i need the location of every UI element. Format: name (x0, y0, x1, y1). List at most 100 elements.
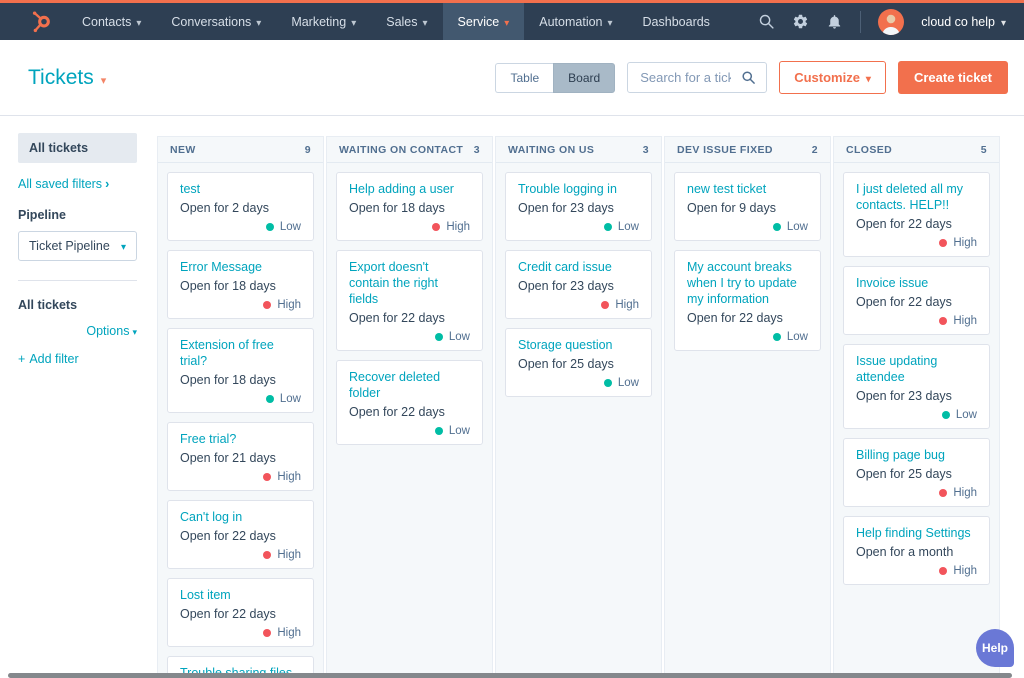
account-name: cloud co help (921, 14, 995, 29)
ticket-card[interactable]: Can't log in Open for 22 days High (167, 500, 314, 569)
chevron-down-icon (132, 324, 137, 338)
ticket-open-duration: Open for 22 days (687, 311, 783, 325)
ticket-search (627, 62, 768, 93)
ticket-title-link[interactable]: Billing page bug (856, 448, 945, 462)
ticket-title-link[interactable]: Help adding a user (349, 182, 454, 196)
ticket-title-link[interactable]: Recover deleted folder (349, 370, 441, 400)
ticket-search-input[interactable] (638, 69, 734, 86)
horizontal-scrollbar (0, 673, 1024, 678)
ticket-priority: Low (180, 391, 301, 406)
ticket-card[interactable]: Free trial? Open for 21 days High (167, 422, 314, 491)
ticket-card[interactable]: Issue updating attendee Open for 23 days L… (843, 344, 990, 429)
priority-dot (939, 316, 948, 325)
column-count: 3 (642, 144, 649, 156)
ticket-priority: High (180, 469, 301, 484)
ticket-card[interactable]: I just deleted all my contacts. HELP!! Op… (843, 172, 990, 257)
nav-item-automation[interactable]: Automation (524, 3, 627, 40)
ticket-card[interactable]: Error Message Open for 18 days High (167, 250, 314, 319)
column-count: 5 (980, 144, 987, 156)
ticket-priority: High (856, 563, 977, 578)
priority-label: High (446, 220, 470, 233)
ticket-card[interactable]: Invoice issue Open for 22 days High (843, 266, 990, 335)
ticket-title-link[interactable]: Invoice issue (856, 276, 929, 290)
ticket-priority: High (180, 297, 301, 312)
gear-icon[interactable] (792, 13, 809, 30)
table-view-button[interactable]: Table (495, 62, 554, 93)
ticket-card[interactable]: Storage question Open for 25 days Low (505, 328, 652, 397)
priority-label: High (953, 236, 977, 249)
ticket-card[interactable]: Export doesn't contain the right fields O… (336, 250, 483, 351)
ticket-title-link[interactable]: test (180, 182, 201, 196)
ticket-title-link[interactable]: Credit card issue (518, 260, 612, 274)
priority-dot (939, 566, 948, 575)
help-button[interactable]: Help (976, 629, 1014, 667)
search-icon[interactable] (758, 13, 775, 30)
ticket-title-link[interactable]: Lost item (180, 588, 231, 602)
board-view-button[interactable]: Board (553, 62, 616, 93)
ticket-card[interactable]: Lost item Open for 22 days High (167, 578, 314, 647)
ticket-card[interactable]: Trouble sharing filesOpen for 22 daysHig… (167, 656, 314, 677)
ticket-title-link[interactable]: My account breaks when I try to update m… (687, 260, 797, 306)
ticket-priority: Low (687, 219, 808, 234)
nav-item-dashboards[interactable]: Dashboards (628, 3, 725, 40)
ticket-priority: High (856, 313, 977, 328)
pipeline-select[interactable]: Ticket Pipeline (18, 231, 137, 261)
priority-dot (939, 238, 948, 247)
nav-item-contacts[interactable]: Contacts (67, 3, 156, 40)
options-menu[interactable]: Options (18, 324, 137, 338)
ticket-title-link[interactable]: Extension of free trial? (180, 338, 274, 368)
ticket-title-link[interactable]: Trouble sharing files (180, 666, 293, 677)
ticket-title-link[interactable]: Error Message (180, 260, 262, 274)
filter-group-label: All tickets (18, 298, 78, 312)
ticket-title-link[interactable]: I just deleted all my contacts. HELP!! (856, 182, 963, 212)
nav-item-service[interactable]: Service (442, 3, 525, 40)
ticket-card[interactable]: Billing page bug Open for 25 days High (843, 438, 990, 507)
priority-label: Low (786, 330, 808, 343)
avatar[interactable] (878, 8, 905, 35)
add-filter-link[interactable]: Add filter (18, 352, 137, 366)
priority-dot (432, 222, 441, 231)
customize-button[interactable]: Customize (779, 61, 886, 94)
page-title[interactable]: Tickets (28, 66, 106, 90)
column-header: WAITING ON CONTACT 3 (327, 137, 492, 163)
ticket-card[interactable]: Credit card issue Open for 23 days High (505, 250, 652, 319)
ticket-card[interactable]: Trouble logging in Open for 23 days Low (505, 172, 652, 241)
ticket-priority: High (180, 625, 301, 640)
ticket-card[interactable]: My account breaks when I try to update m… (674, 250, 821, 351)
ticket-card[interactable]: new test ticket Open for 9 days Low (674, 172, 821, 241)
account-menu[interactable]: cloud co help (921, 15, 1006, 29)
nav-item-label: Service (457, 14, 500, 29)
ticket-title-link[interactable]: Free trial? (180, 432, 237, 446)
page-title-text: Tickets (28, 65, 94, 89)
nav-item-conversations[interactable]: Conversations (156, 3, 276, 40)
nav-item-label: Marketing (291, 14, 347, 29)
ticket-open-duration: Open for 22 days (180, 529, 276, 543)
priority-label: High (953, 486, 977, 499)
ticket-title-link[interactable]: Help finding Settings (856, 526, 971, 540)
nav-item-marketing[interactable]: Marketing (276, 3, 371, 40)
priority-label: Low (617, 220, 639, 233)
priority-dot (941, 410, 950, 419)
nav-item-sales[interactable]: Sales (371, 3, 442, 40)
all-saved-filters-link[interactable]: All saved filters (18, 177, 137, 191)
ticket-card[interactable]: test Open for 2 days Low (167, 172, 314, 241)
sidebar-item-all-tickets[interactable]: All tickets (18, 133, 137, 163)
ticket-title-link[interactable]: Storage question (518, 338, 613, 352)
ticket-card[interactable]: Help finding Settings Open for a month Hig… (843, 516, 990, 585)
hubspot-logo-icon[interactable] (30, 10, 53, 34)
horizontal-scrollbar-thumb[interactable] (8, 673, 1012, 678)
ticket-title-link[interactable]: Can't log in (180, 510, 243, 524)
ticket-title-link[interactable]: Export doesn't contain the right fields (349, 260, 438, 306)
priority-dot (265, 222, 274, 231)
ticket-title-link[interactable]: Trouble logging in (518, 182, 617, 196)
ticket-title-link[interactable]: Issue updating attendee (856, 354, 938, 384)
ticket-card[interactable]: Recover deleted folder Open for 22 days Lo… (336, 360, 483, 445)
ticket-title-link[interactable]: new test ticket (687, 182, 767, 196)
search-icon[interactable] (741, 70, 756, 85)
create-ticket-button[interactable]: Create ticket (897, 61, 1008, 94)
ticket-card[interactable]: Extension of free trial? Open for 18 days… (167, 328, 314, 413)
ticket-card[interactable]: Help adding a user Open for 18 days High (336, 172, 483, 241)
priority-label: Low (279, 220, 301, 233)
bell-icon[interactable] (826, 13, 843, 30)
column-title: WAITING ON CONTACT (339, 144, 464, 156)
